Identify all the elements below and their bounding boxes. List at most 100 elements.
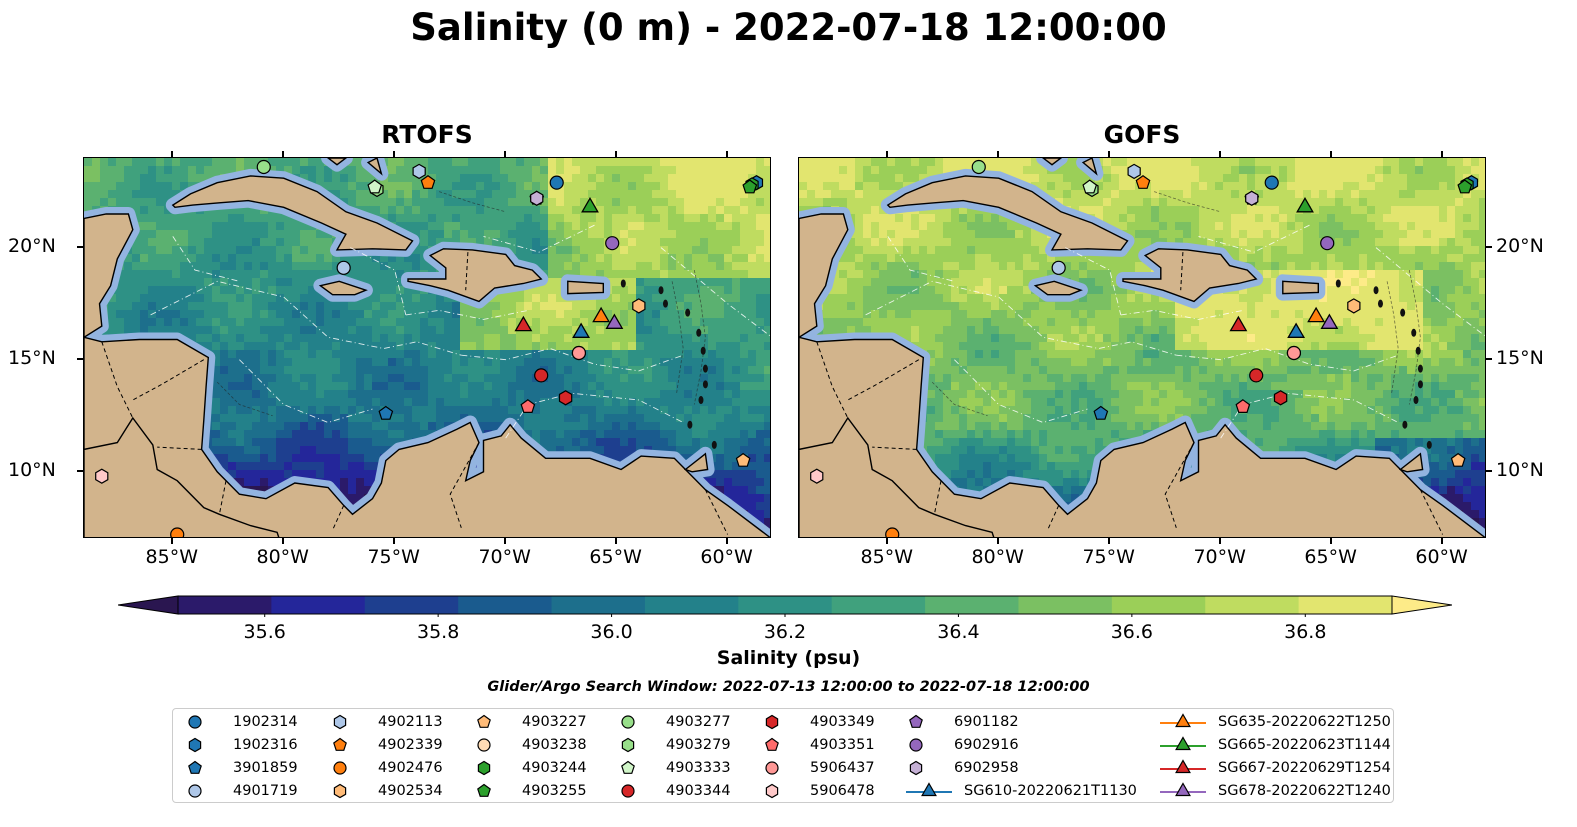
float-marker-6902958 (1245, 190, 1259, 206)
float-marker-4901719 (336, 260, 351, 275)
glider-marker-SG667-20220629T1254 (1229, 315, 1248, 332)
glider-track-marker-icon (906, 782, 952, 797)
circle-marker-icon (621, 715, 635, 729)
float-marker-5906437 (1286, 345, 1302, 361)
panel-title-rtofs: RTOFS (381, 120, 473, 149)
lon-tick-label: 80°W (971, 546, 1024, 568)
legend-label: 4902534 (378, 783, 443, 799)
lon-tick-mark (1440, 151, 1443, 157)
glider-track-marker-icon (1160, 759, 1206, 774)
colorbar-bin (1298, 596, 1393, 614)
colorbar-tick-label: 36.8 (1284, 621, 1327, 643)
legend-label: 6901182 (954, 714, 1019, 730)
legend-label: 4903255 (522, 783, 587, 799)
lon-tick-mark (1218, 151, 1221, 157)
glider-marker-SG635-20220622T1250 (592, 306, 611, 323)
lon-tick-mark (392, 538, 395, 544)
float-marker-4903227 (735, 452, 751, 467)
float-marker-4903255 (742, 179, 758, 194)
legend-label: 4903349 (810, 714, 875, 730)
lat-tick-label: 10°N (8, 458, 56, 481)
glider-marker-SG610-20220621T1130 (572, 322, 591, 338)
float-marker-4902476 (170, 527, 185, 537)
float-marker-6902916 (605, 236, 620, 251)
lon-tick-label: 65°W (589, 546, 642, 568)
float-marker-1902314 (1264, 175, 1279, 190)
lon-tick-label: 65°W (1304, 546, 1357, 568)
lon-tick-mark (170, 151, 173, 157)
colorbar-bin (925, 596, 1019, 614)
lon-tick-mark (1440, 538, 1443, 544)
pentagon-marker-icon (621, 760, 635, 774)
float-marker-4903344 (1249, 368, 1264, 383)
hexagon-marker-icon (621, 737, 635, 753)
glider-marker-SG665-20220623T1144 (1296, 197, 1314, 213)
pentagon-marker-icon (477, 714, 491, 728)
float-marker-3901859 (378, 405, 394, 420)
legend-label: 4903227 (522, 714, 587, 730)
lat-tick-label: 15°N (1496, 346, 1544, 369)
legend-label: 5906478 (810, 783, 875, 799)
lon-tick-label: 85°W (145, 546, 198, 568)
glider-marker-SG610-20220621T1130 (1287, 322, 1306, 338)
pentagon-marker-icon (765, 737, 779, 751)
lon-tick-mark (1329, 151, 1332, 157)
float-marker-4903277 (971, 159, 986, 175)
float-marker-5906478 (810, 468, 824, 484)
lon-tick-label: 60°W (1415, 546, 1468, 568)
colorbar-bin (178, 596, 272, 614)
legend-label: 4903351 (810, 737, 875, 753)
lat-tick-mark (1486, 357, 1492, 360)
float-marker-4903349 (558, 390, 573, 406)
pentagon-marker-icon (188, 760, 202, 774)
float-marker-4902113 (1127, 163, 1141, 180)
legend-label: 4903279 (666, 737, 731, 753)
lat-tick-mark (1486, 245, 1492, 248)
gofs-salinity-map (798, 157, 1486, 538)
colorbar-tick-label: 36.2 (763, 621, 807, 643)
lat-tick-label: 10°N (1496, 458, 1544, 481)
pentagon-marker-icon (909, 714, 923, 728)
lon-tick-mark (1107, 538, 1110, 544)
colorbar-bin (1018, 596, 1113, 614)
glider-marker-SG635-20220622T1250 (1307, 306, 1326, 323)
lon-tick-label: 80°W (256, 546, 309, 568)
lon-tick-mark (503, 538, 506, 544)
hexagon-marker-icon (765, 783, 779, 799)
circle-marker-icon (188, 784, 202, 798)
hexagon-marker-icon (333, 714, 347, 730)
float-marker-4903333 (1082, 179, 1098, 194)
float-marker-4901719 (1051, 260, 1066, 275)
lon-tick-mark (996, 538, 999, 544)
lon-tick-label: 60°W (700, 546, 753, 568)
colorbar-bin (364, 596, 459, 614)
lat-tick-mark (77, 469, 83, 472)
legend-label: SG667-20220629T1254 (1218, 760, 1391, 776)
float-marker-5906437 (571, 345, 587, 361)
hexagon-marker-icon (333, 783, 347, 799)
lat-tick-mark (77, 245, 83, 248)
lon-tick-mark (1329, 538, 1332, 544)
legend-label: 4901719 (233, 783, 298, 799)
lon-tick-mark (392, 151, 395, 157)
lon-tick-mark (503, 151, 506, 157)
float-marker-4903255 (1457, 179, 1473, 194)
float-marker-4903344 (534, 368, 549, 383)
legend-label: SG610-20220621T1130 (964, 783, 1137, 799)
legend-label: 5906437 (810, 760, 875, 776)
colorbar-bin (1205, 596, 1300, 614)
colorbar-bin (271, 596, 366, 614)
glider-marker-SG667-20220629T1254 (514, 315, 533, 332)
colorbar-tick-label: 36.0 (590, 621, 633, 643)
colorbar-bin (644, 596, 739, 614)
legend-label: 4903344 (666, 783, 731, 799)
lon-tick-mark (885, 151, 888, 157)
glider-track-marker-icon (1160, 713, 1206, 728)
circle-marker-icon (188, 715, 202, 729)
lon-tick-mark (281, 151, 284, 157)
lon-tick-mark (281, 538, 284, 544)
legend-label: 6902958 (954, 760, 1019, 776)
lat-tick-label: 15°N (8, 346, 56, 369)
legend-label: 6902916 (954, 737, 1019, 753)
legend-label: 4902476 (378, 760, 443, 776)
